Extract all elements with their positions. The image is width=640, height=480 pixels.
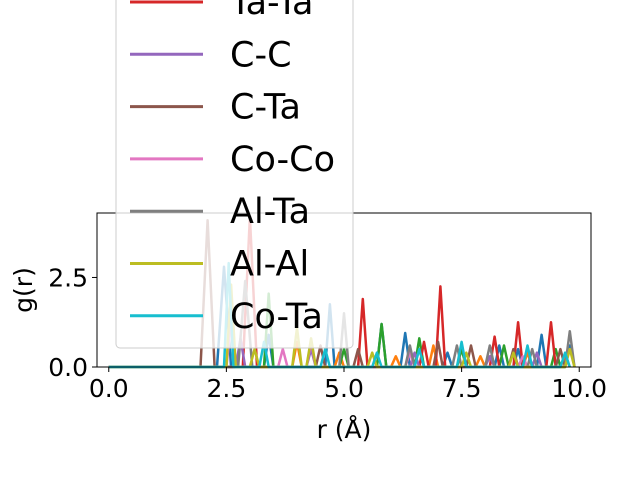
x-tick-label: 0.0 [89, 374, 129, 403]
legend-label: C-C [230, 35, 292, 75]
legend-label: Al-Ta [230, 192, 310, 232]
y-axis-label: g(r) [9, 267, 38, 313]
y-tick-label: 2.5 [48, 263, 88, 292]
legend-label: Co-Ta [230, 297, 323, 337]
legend-label: Co-Co [230, 140, 335, 180]
x-axis-label: r (Å) [317, 415, 372, 444]
legend-label: Al-Al [230, 245, 309, 285]
x-tick-label: 2.5 [206, 374, 246, 403]
legend-label: C-Ta [230, 88, 301, 128]
y-axis: 0.0 2.5 [48, 263, 97, 382]
legend-box [115, 0, 354, 349]
x-tick-label: 7.5 [442, 374, 482, 403]
x-tick-label: 10.0 [551, 374, 607, 403]
legend-label: Ta-Ta [229, 0, 313, 23]
x-tick-label: 5.0 [324, 374, 364, 403]
x-axis: 0.0 2.5 5.0 7.5 10.0 [89, 367, 607, 403]
legend: Ta-Ta C-C C-Ta Co-Co Al-Ta Al-Al Co-Ta [115, 0, 354, 349]
y-tick-label: 0.0 [48, 353, 88, 382]
